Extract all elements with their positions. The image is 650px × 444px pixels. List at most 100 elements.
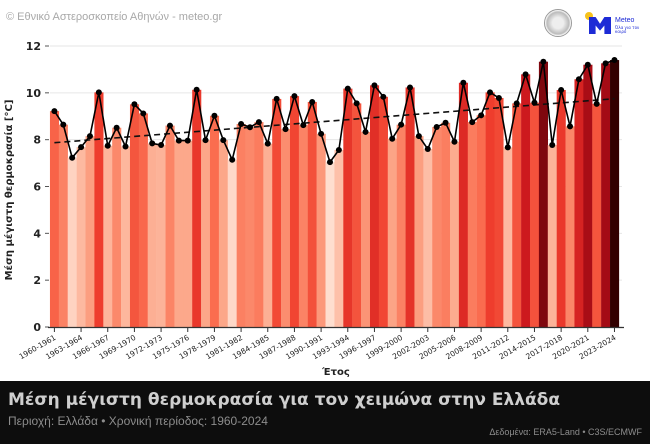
bar xyxy=(67,157,77,327)
bar xyxy=(156,145,166,327)
data-point xyxy=(246,124,253,131)
data-point xyxy=(344,85,351,92)
data-point xyxy=(469,119,476,126)
bar xyxy=(494,97,504,327)
y-tick-label: 0 xyxy=(33,321,41,334)
data-point xyxy=(602,60,609,67)
bar xyxy=(405,87,415,327)
data-point xyxy=(611,57,618,64)
bar xyxy=(254,122,264,328)
bar xyxy=(165,125,175,327)
bar xyxy=(174,140,184,327)
bar xyxy=(138,113,148,327)
bar xyxy=(218,140,228,327)
bar xyxy=(263,143,273,327)
x-axis-label: Έτος xyxy=(321,366,350,378)
data-point xyxy=(371,82,378,89)
data-point xyxy=(558,87,565,94)
data-point xyxy=(504,144,511,151)
bar xyxy=(476,115,486,328)
data-point xyxy=(113,124,120,131)
data-point xyxy=(309,98,316,105)
footer: Μέση μέγιστη θερμοκρασία για τον χειμώνα… xyxy=(0,381,650,444)
bar xyxy=(103,145,113,327)
bar xyxy=(583,64,593,327)
data-point xyxy=(211,112,218,119)
bar xyxy=(369,85,380,327)
data-point xyxy=(495,94,502,101)
data-point xyxy=(122,143,129,150)
data-point xyxy=(95,89,102,96)
bar xyxy=(289,96,300,327)
bar xyxy=(530,102,540,327)
bar xyxy=(325,162,335,327)
data-point xyxy=(326,159,333,166)
data-point xyxy=(86,133,93,140)
data-point xyxy=(158,142,165,149)
bar xyxy=(387,138,397,327)
chart-title: Μέση μέγιστη θερμοκρασία για τον χειμώνα… xyxy=(8,390,561,410)
bar xyxy=(423,149,433,327)
data-point xyxy=(531,99,538,106)
bar xyxy=(245,127,255,328)
data-point xyxy=(433,124,440,131)
data-point xyxy=(442,119,449,126)
bar xyxy=(378,96,388,327)
y-tick-label: 4 xyxy=(33,227,41,240)
data-point xyxy=(522,71,529,78)
data-point xyxy=(282,126,289,133)
data-point xyxy=(291,93,298,100)
data-point xyxy=(238,120,245,127)
copyright-text: © Εθνικό Αστεροσκοπείο Αθηνών - meteo.gr xyxy=(6,11,223,23)
value-line xyxy=(53,59,615,164)
data-point xyxy=(202,137,209,144)
observatory-seal-logo xyxy=(544,9,572,37)
bar xyxy=(361,131,371,327)
data-point xyxy=(460,79,467,86)
data-point xyxy=(549,142,556,149)
bar xyxy=(503,147,513,327)
y-tick-label: 6 xyxy=(33,181,41,194)
bar xyxy=(601,63,611,327)
data-point xyxy=(362,128,369,135)
y-tick-label: 12 xyxy=(26,40,41,53)
y-tick-label: 2 xyxy=(33,274,41,287)
data-point xyxy=(273,95,280,102)
bar xyxy=(352,103,362,327)
bar xyxy=(112,127,122,327)
bar xyxy=(334,149,344,327)
data-point xyxy=(415,133,422,140)
logo-text: Meteo xyxy=(615,17,635,24)
bar xyxy=(227,159,237,327)
bar xyxy=(183,140,193,327)
bar xyxy=(610,60,620,328)
data-point xyxy=(584,61,591,68)
bar xyxy=(512,103,522,327)
bar xyxy=(49,111,60,328)
data-point xyxy=(255,119,262,126)
m-logo-icon xyxy=(589,17,611,34)
chart-subtitle: Περιοχή: Ελλάδα • Χρονική περίοδος: 1960… xyxy=(8,414,268,428)
bar xyxy=(538,61,548,327)
bar xyxy=(272,98,282,328)
y-tick-label: 10 xyxy=(26,87,42,100)
data-point xyxy=(593,100,600,107)
sun-icon xyxy=(585,12,593,20)
data-point xyxy=(264,140,271,147)
bar xyxy=(298,125,308,327)
data-point xyxy=(513,100,520,107)
bar xyxy=(458,82,468,328)
bar xyxy=(441,122,451,327)
trend-line xyxy=(54,97,615,144)
data-point xyxy=(407,84,413,91)
data-point xyxy=(51,108,58,115)
bar xyxy=(396,124,406,328)
data-point xyxy=(131,101,138,108)
data-point xyxy=(60,121,67,128)
data-point xyxy=(424,146,431,153)
data-point xyxy=(567,123,574,130)
data-point xyxy=(104,142,111,149)
data-point xyxy=(451,138,458,145)
bar xyxy=(467,122,477,328)
bar xyxy=(121,146,131,327)
